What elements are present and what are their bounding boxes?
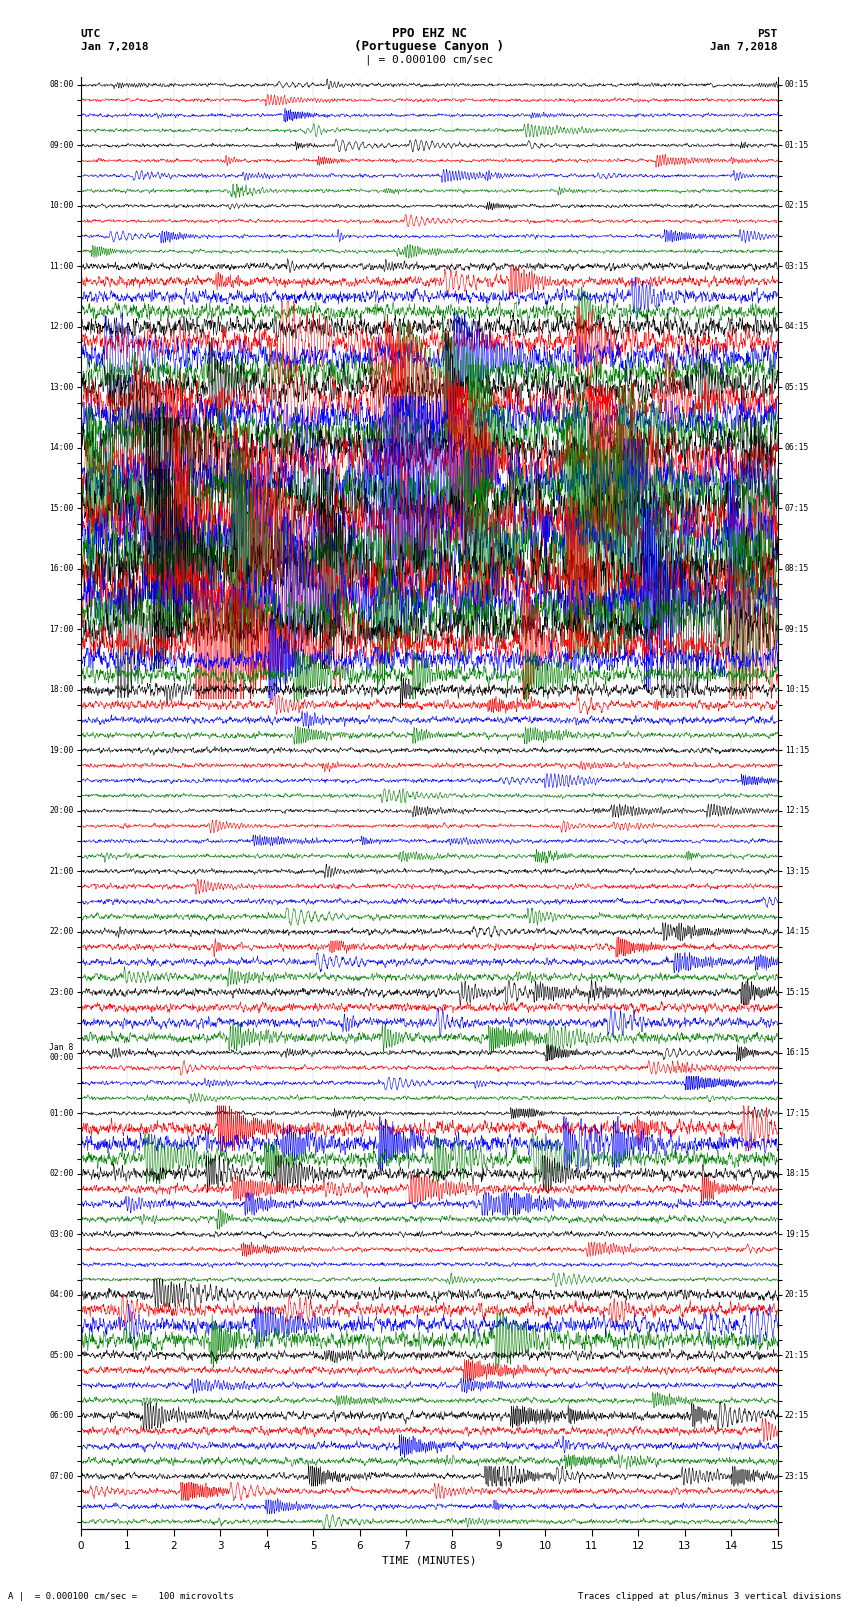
Text: Traces clipped at plus/minus 3 vertical divisions: Traces clipped at plus/minus 3 vertical … — [578, 1592, 842, 1602]
Text: UTC: UTC — [81, 29, 101, 39]
X-axis label: TIME (MINUTES): TIME (MINUTES) — [382, 1555, 477, 1565]
Text: | = 0.000100 cm/sec: | = 0.000100 cm/sec — [366, 55, 493, 65]
Text: Jan 7,2018: Jan 7,2018 — [711, 42, 778, 52]
Text: A |  = 0.000100 cm/sec =    100 microvolts: A | = 0.000100 cm/sec = 100 microvolts — [8, 1592, 235, 1602]
Text: PPO EHZ NC: PPO EHZ NC — [392, 27, 467, 40]
Text: PST: PST — [757, 29, 778, 39]
Text: Jan 7,2018: Jan 7,2018 — [81, 42, 148, 52]
Text: (Portuguese Canyon ): (Portuguese Canyon ) — [354, 40, 504, 53]
